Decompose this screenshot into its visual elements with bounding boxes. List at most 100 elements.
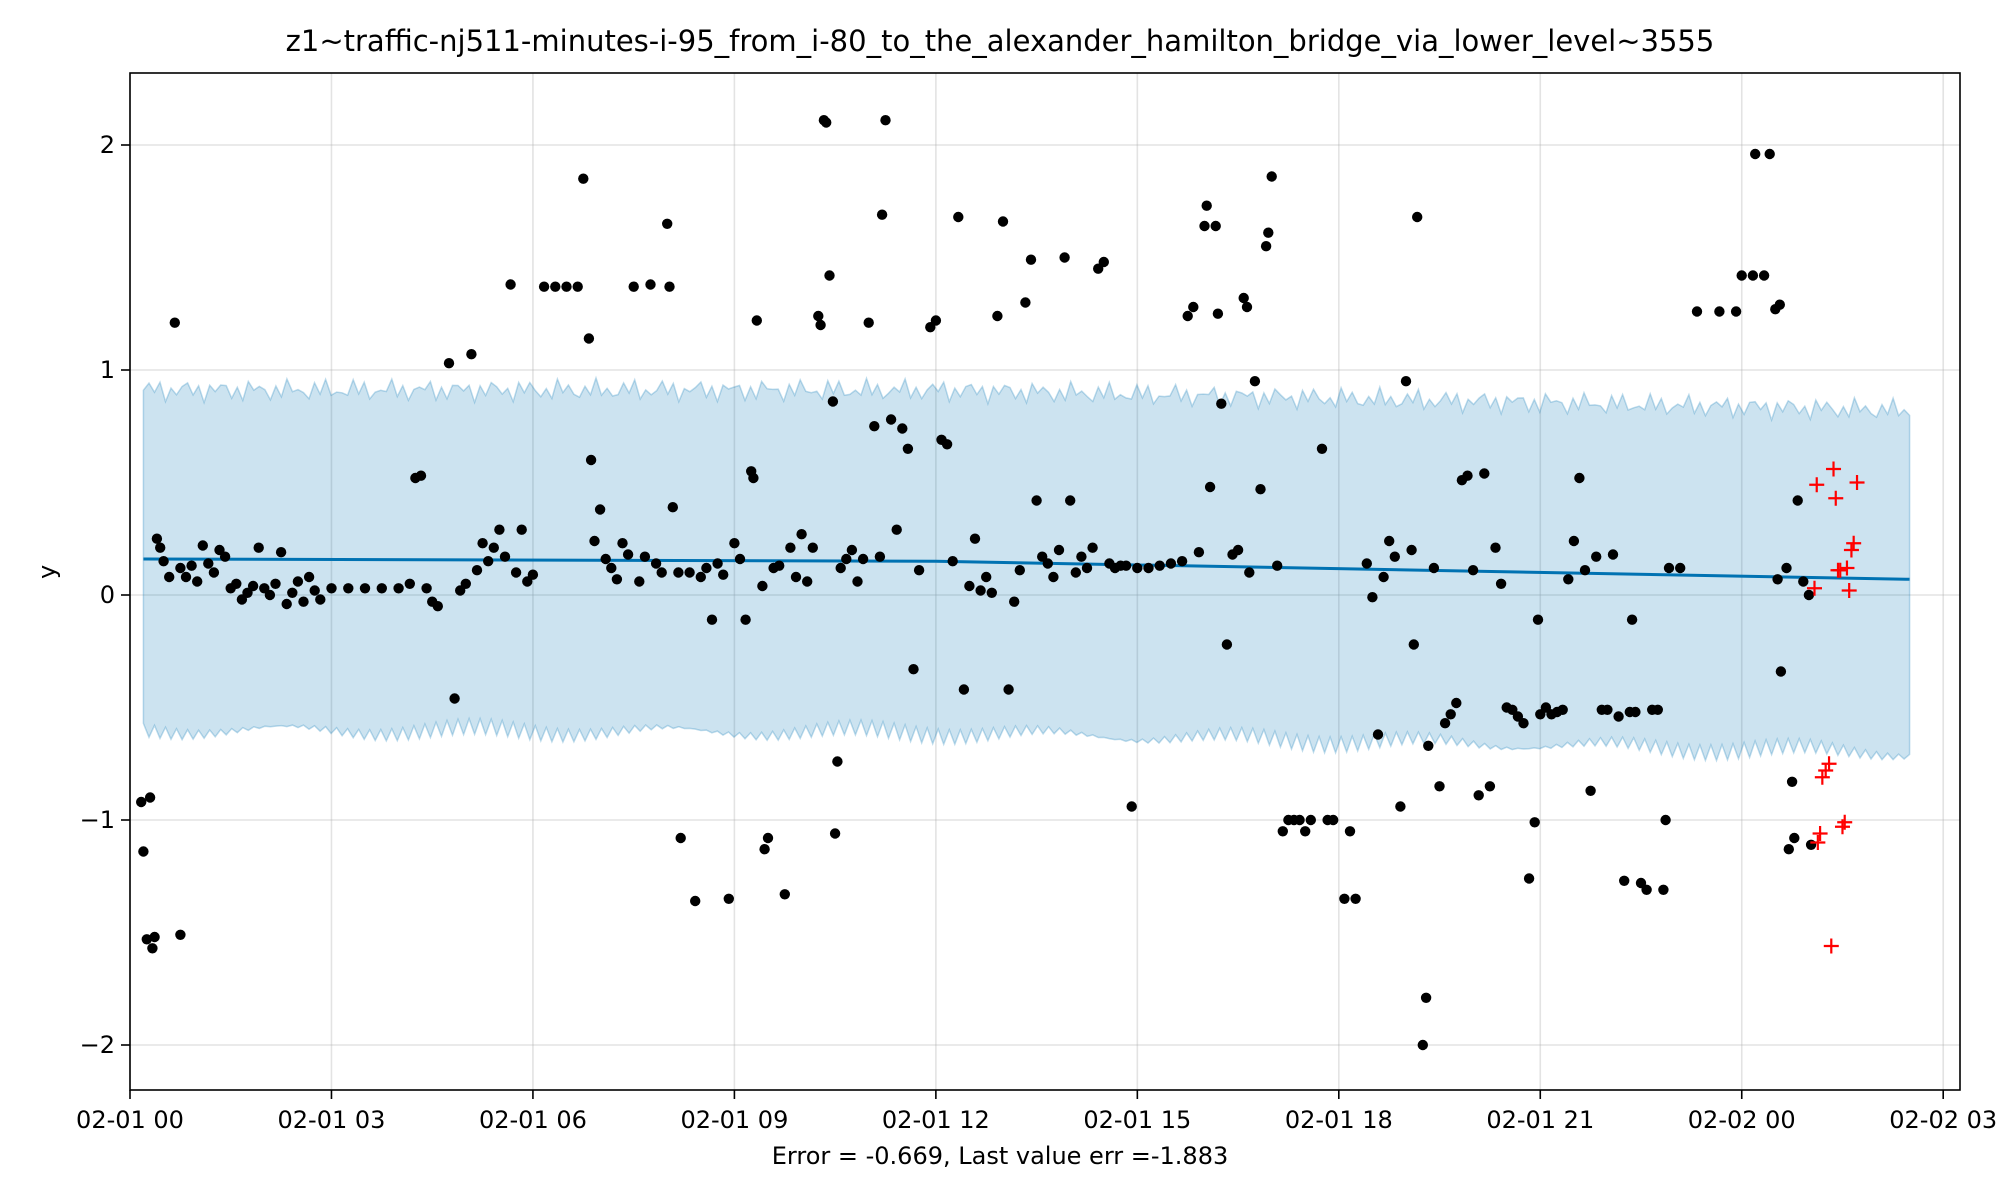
x-tick-label: 02-01 06 <box>479 1106 587 1134</box>
observed-point <box>147 943 158 954</box>
observed-point <box>1445 709 1456 720</box>
observed-point <box>315 594 326 605</box>
observed-point <box>729 538 740 549</box>
observed-point <box>1490 542 1501 553</box>
observed-point <box>1076 551 1087 562</box>
observed-point <box>527 569 539 580</box>
observed-point <box>1613 711 1624 722</box>
observed-point <box>880 115 891 126</box>
observed-point <box>359 583 371 594</box>
observed-point <box>1059 252 1070 263</box>
observed-point <box>443 358 455 369</box>
observed-point <box>1602 704 1613 715</box>
observed-point <box>662 218 673 229</box>
observed-point <box>981 571 992 583</box>
test-point <box>1839 560 1855 576</box>
observed-point <box>975 585 986 596</box>
observed-point <box>197 540 208 551</box>
observed-point <box>136 796 147 808</box>
observed-point <box>1420 992 1432 1003</box>
observed-point <box>997 216 1009 227</box>
observed-point <box>1048 571 1059 583</box>
observed-point <box>796 529 807 540</box>
observed-point <box>309 585 320 596</box>
x-tick-label: 02-01 03 <box>278 1106 386 1134</box>
observed-point <box>1803 589 1815 601</box>
observed-point <box>594 504 606 515</box>
observed-point <box>1126 801 1137 812</box>
observed-point <box>1065 495 1076 506</box>
observed-point <box>1384 535 1395 547</box>
observed-point <box>835 562 846 574</box>
observed-point <box>600 553 611 565</box>
observed-point <box>1764 148 1775 160</box>
observed-point <box>1714 306 1725 317</box>
observed-point <box>930 315 942 326</box>
observed-point <box>303 571 315 583</box>
observed-point <box>1417 1039 1429 1051</box>
observed-point <box>1263 227 1274 238</box>
observed-point <box>673 567 684 578</box>
observed-point <box>734 553 746 565</box>
observed-point <box>1081 562 1093 574</box>
observed-point <box>941 439 953 450</box>
observed-point <box>785 542 796 553</box>
observed-point <box>876 209 888 220</box>
y-tick-label: 0 <box>100 581 115 609</box>
observed-point <box>572 281 583 292</box>
observed-point <box>219 551 231 562</box>
observed-point <box>561 281 572 292</box>
observed-point <box>829 828 841 839</box>
y-axis-label: y <box>33 564 61 579</box>
observed-point <box>827 396 839 407</box>
observed-point <box>617 538 628 549</box>
observed-point <box>404 578 415 589</box>
observed-point <box>1165 558 1177 569</box>
observed-point <box>1238 292 1249 304</box>
observed-point <box>1675 562 1686 574</box>
test-points <box>1807 461 1865 954</box>
observed-point <box>1232 544 1244 556</box>
chart-title: z1~traffic-nj511-minutes-i-95_from_i-80_… <box>285 24 1715 58</box>
observed-point <box>1563 574 1574 585</box>
observed-point <box>1216 398 1227 409</box>
observed-point <box>1467 565 1479 576</box>
observed-point <box>650 558 662 569</box>
observed-point <box>505 279 516 290</box>
observed-point <box>1783 844 1795 855</box>
observed-point <box>712 558 723 569</box>
test-point <box>1832 562 1848 578</box>
observed-point <box>684 567 695 578</box>
test-point <box>1826 461 1842 477</box>
x-tick-label: 02-02 03 <box>1889 1106 1997 1134</box>
observed-point <box>1087 542 1098 553</box>
observed-points <box>136 115 1817 1051</box>
observed-point <box>1658 884 1669 895</box>
axes-frame <box>129 72 1961 1091</box>
observed-point <box>751 315 762 326</box>
observed-point <box>701 562 712 574</box>
observed-point <box>494 524 505 535</box>
observed-point <box>175 929 186 940</box>
observed-point <box>1781 562 1792 574</box>
observed-point <box>718 569 729 580</box>
observed-point <box>1730 306 1742 317</box>
observed-point <box>1014 565 1025 576</box>
observed-point <box>1462 470 1473 481</box>
observed-point <box>477 538 488 549</box>
observed-point <box>759 844 770 855</box>
observed-point <box>1607 549 1619 560</box>
observed-point <box>1244 567 1255 578</box>
observed-point <box>852 576 863 587</box>
test-point <box>1843 542 1859 558</box>
observed-point <box>723 893 734 904</box>
observed-point <box>141 934 152 945</box>
observed-point <box>516 524 527 535</box>
observed-point <box>1143 562 1154 574</box>
observed-point <box>466 349 477 360</box>
observed-point <box>1400 376 1412 387</box>
observed-point <box>208 567 220 578</box>
observed-point <box>913 565 925 576</box>
observed-point <box>762 832 774 844</box>
